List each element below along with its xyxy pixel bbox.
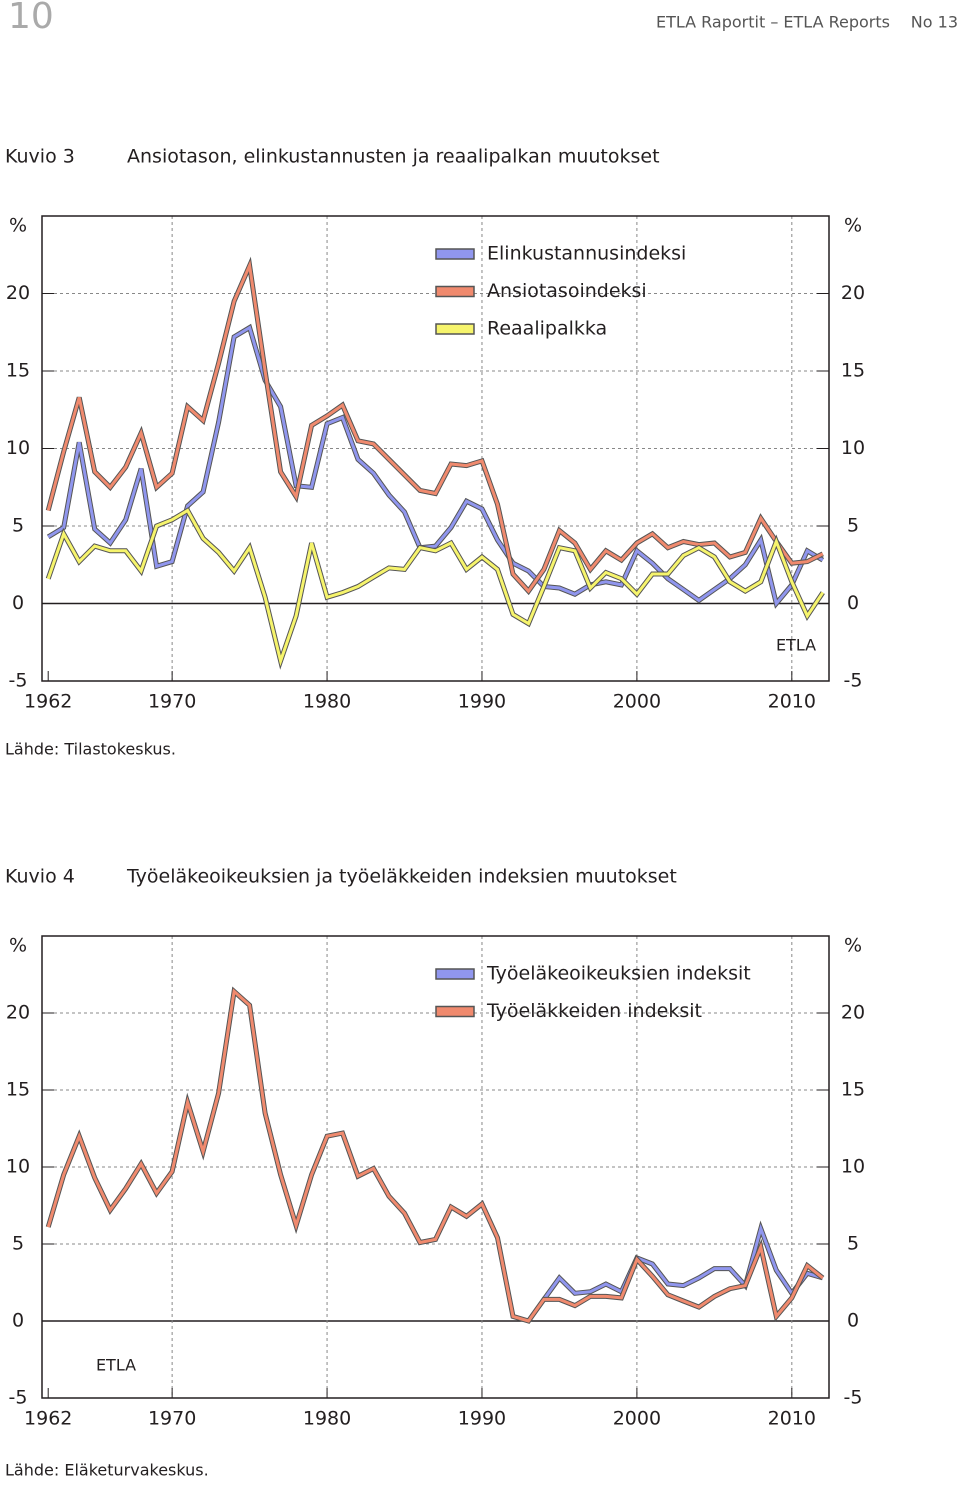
- line-casing: [46, 323, 825, 609]
- legend-swatch: [435, 1005, 475, 1018]
- x-tick-label: 2000: [613, 691, 661, 713]
- x-tick-label: 1990: [458, 691, 506, 713]
- line-casing: [541, 1220, 824, 1301]
- series-line: [46, 508, 825, 667]
- y-tick-label: 10: [841, 1156, 865, 1178]
- y-tick-label: 15: [6, 360, 30, 382]
- legend-swatch: [435, 968, 475, 980]
- y-tick-label: 5: [12, 1233, 24, 1255]
- x-tick-label: 1990: [458, 1408, 506, 1430]
- page-number: 10: [8, 0, 54, 37]
- y-tick-label: 20: [6, 1002, 30, 1024]
- y-tick-label: 0: [12, 592, 24, 614]
- y-tick-label: -5: [844, 1387, 863, 1409]
- line-casing: [45, 507, 825, 670]
- series-line: [47, 325, 824, 607]
- y-unit: %: [844, 935, 862, 957]
- x-tick-label: 1970: [148, 691, 196, 713]
- legend-label: Ansiotasoindeksi: [487, 280, 647, 302]
- x-tick-label: 2000: [613, 1408, 661, 1430]
- y-tick-label: -5: [9, 1387, 28, 1409]
- plot-frame: [41, 215, 830, 682]
- y-tick-label: 0: [12, 1310, 24, 1332]
- x-tick-label: 1970: [148, 1408, 196, 1430]
- y-tick-label: 10: [6, 1156, 30, 1178]
- y-tick-label: 5: [847, 1233, 859, 1255]
- series-line: [46, 260, 824, 594]
- y-tick-label: 15: [841, 360, 865, 382]
- figure-source: Lähde: Eläketurvakeskus.: [5, 1461, 209, 1480]
- legend-label: Työeläkkeiden indeksit: [486, 1000, 702, 1022]
- y-tick-label: 20: [841, 1002, 865, 1024]
- y-tick-label: 5: [847, 515, 859, 537]
- legend-swatch: [435, 323, 475, 335]
- issue-number: No 13: [911, 13, 958, 32]
- figure-source: Lähde: Tilastokeskus.: [5, 740, 176, 759]
- figure-label: Kuvio 4: [5, 866, 75, 888]
- y-tick-label: 15: [841, 1079, 865, 1101]
- y-tick-label: 10: [6, 437, 30, 459]
- y-unit: %: [844, 215, 862, 237]
- annotation: ETLA: [776, 636, 816, 655]
- plot-frame: [41, 935, 830, 1399]
- series-line: [46, 988, 824, 1323]
- annotation: ETLA: [96, 1356, 136, 1375]
- y-tick-label: 15: [6, 1079, 30, 1101]
- y-unit: %: [9, 215, 27, 237]
- y-tick-label: 20: [6, 282, 30, 304]
- y-tick-label: -5: [844, 670, 863, 692]
- legend-label: Työeläkeoikeuksien indeksit: [486, 963, 751, 985]
- legend-label: Reaalipalkka: [487, 318, 607, 340]
- y-unit: %: [9, 935, 27, 957]
- y-tick-label: 0: [847, 1310, 859, 1332]
- figure-title: Työeläkeoikeuksien ja työeläkkeiden inde…: [126, 866, 677, 888]
- y-tick-label: 10: [841, 437, 865, 459]
- y-tick-label: 20: [841, 282, 865, 304]
- series-line: [542, 1223, 824, 1301]
- legend-swatch: [435, 248, 475, 260]
- report-series: ETLA Raportit – ETLA Reports: [656, 13, 890, 32]
- x-tick-label: 1962: [24, 691, 72, 713]
- figure-label: Kuvio 3: [5, 146, 75, 168]
- y-tick-label: 5: [12, 515, 24, 537]
- x-tick-label: 1980: [303, 691, 351, 713]
- figure-title: Ansiotason, elinkustannusten ja reaalipa…: [127, 146, 660, 168]
- x-tick-label: 1980: [303, 1408, 351, 1430]
- legend-label: Elinkustannusindeksi: [487, 243, 686, 265]
- legend-swatch: [435, 285, 475, 298]
- x-tick-label: 2010: [768, 1408, 816, 1430]
- y-tick-label: -5: [9, 670, 28, 692]
- y-tick-label: 0: [847, 592, 859, 614]
- x-tick-label: 2010: [768, 691, 816, 713]
- x-tick-label: 1962: [24, 1408, 72, 1430]
